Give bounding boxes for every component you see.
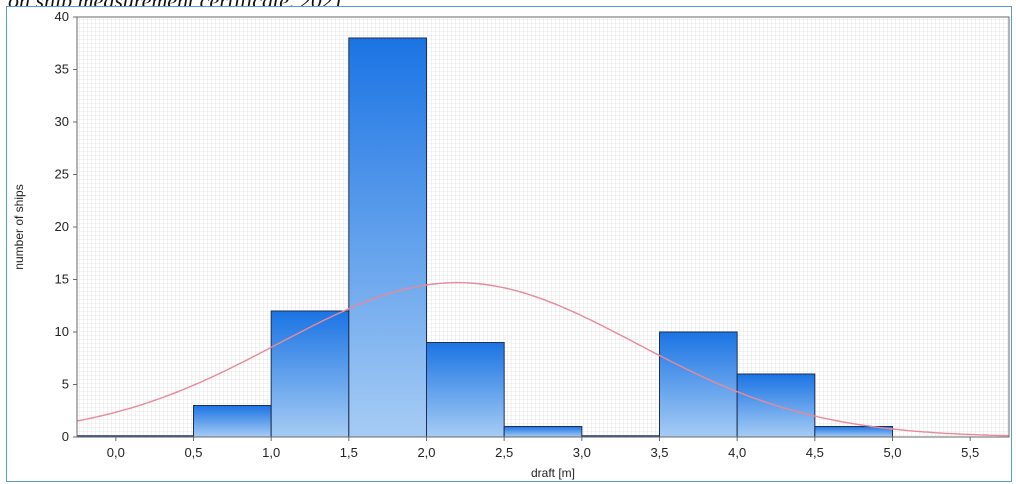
y-tick-label: 30: [55, 114, 69, 129]
histogram-chart: 0 5 10 15 20 25 30 35 40 0,0 0,5 1,0 1,5 2,0 2,5 3,0 3,…: [7, 7, 1011, 481]
x-axis-title: draft [m]: [531, 466, 575, 480]
x-tick-label: 3,5: [650, 445, 668, 460]
histogram-bar-3: [271, 311, 349, 437]
y-tick-label: 25: [55, 167, 69, 182]
y-axis-ticks: 0 5 10 15 20 25 30 35 40: [55, 9, 77, 444]
x-tick-label: 1,0: [262, 445, 280, 460]
y-tick-label: 0: [62, 429, 69, 444]
y-tick-label: 10: [55, 324, 69, 339]
y-tick-label: 35: [55, 62, 69, 77]
x-tick-label: 4,5: [806, 445, 824, 460]
histogram-bar-4: [349, 38, 427, 437]
x-tick-label: 2,0: [417, 445, 435, 460]
x-tick-label: 5,5: [961, 445, 979, 460]
histogram-bar-8: [660, 332, 738, 437]
x-tick-label: 3,0: [573, 445, 591, 460]
histogram-bar-5: [427, 343, 505, 438]
y-tick-label: 5: [62, 377, 69, 392]
histogram-bar-2: [194, 406, 272, 438]
x-tick-label: 0,5: [184, 445, 202, 460]
y-tick-label: 15: [55, 272, 69, 287]
x-axis-ticks: 0,0 0,5 1,0 1,5 2,0 2,5 3,0 3,5 4,0 4,5 5,0 5,5: [107, 437, 979, 460]
chart-frame: 0 5 10 15 20 25 30 35 40 0,0 0,5 1,0 1,5 2,0 2,5 3,0 3,…: [6, 6, 1012, 482]
x-tick-label: 5,0: [883, 445, 901, 460]
plot-area: [77, 17, 1009, 437]
x-tick-label: 2,5: [495, 445, 513, 460]
x-tick-label: 1,5: [340, 445, 358, 460]
y-tick-label: 20: [55, 219, 69, 234]
x-tick-label: 0,0: [107, 445, 125, 460]
x-tick-label: 4,0: [728, 445, 746, 460]
histogram-bar-6: [504, 427, 582, 438]
y-axis-title: number of ships: [12, 184, 26, 269]
y-tick-label: 40: [55, 9, 69, 24]
